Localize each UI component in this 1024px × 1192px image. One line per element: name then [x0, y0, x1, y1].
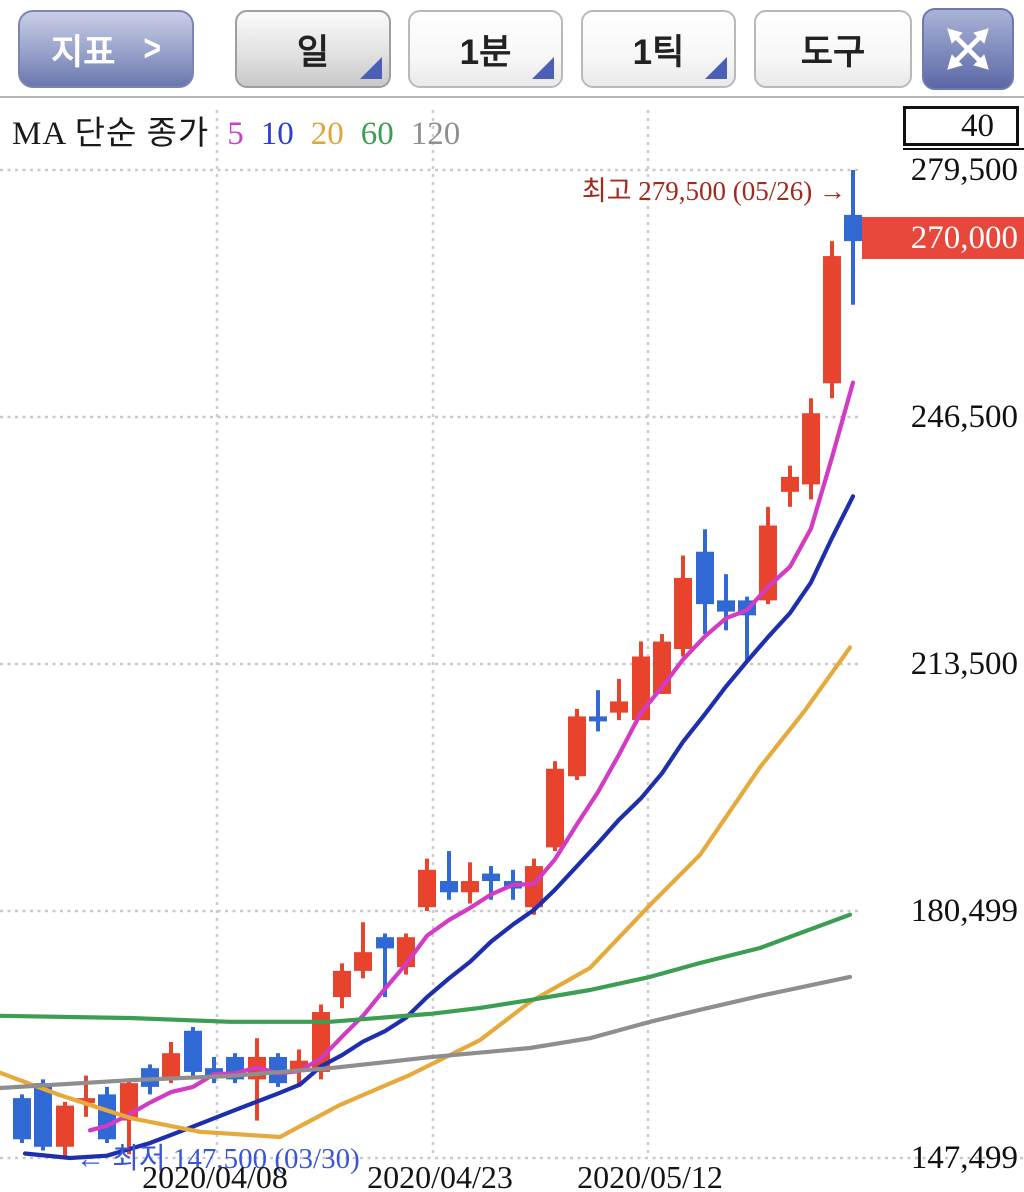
- candle-body: [781, 476, 799, 492]
- period-button-label: 1틱: [632, 32, 685, 72]
- date-label: 2020/04/23: [367, 1159, 513, 1192]
- candle-body: [461, 881, 479, 893]
- date-label: 2020/05/12: [577, 1159, 723, 1192]
- chart-area: MA 단순 종가 5 10 20 60 120 40 최고 279,500 (05/26…: [0, 98, 1024, 1192]
- ma-period-120: 120: [410, 116, 461, 152]
- expand-arrows-icon: [947, 28, 989, 70]
- ma-period-20: 20: [310, 116, 344, 152]
- annotation-low: ← 최저 147,500 (03/30): [76, 1143, 360, 1175]
- candle-body: [184, 1030, 202, 1072]
- indicator-button-label: 지표: [51, 32, 116, 72]
- candle-body: [674, 577, 692, 650]
- candle-body: [802, 413, 820, 485]
- indicator-button[interactable]: 지표 >: [18, 10, 194, 88]
- price-label: 213,500: [910, 645, 1018, 682]
- candle-body: [205, 1068, 223, 1076]
- candle-body: [56, 1105, 74, 1147]
- candle-body: [312, 1012, 330, 1072]
- candle-body: [269, 1056, 287, 1084]
- candle-body: [610, 701, 628, 713]
- price-label: 180,499: [910, 893, 1018, 929]
- date-label: 2020/04/08: [142, 1159, 288, 1192]
- candle-body: [823, 256, 841, 384]
- price-label: 279,500: [910, 152, 1018, 188]
- candle-body: [162, 1053, 180, 1080]
- candle-body: [440, 881, 458, 893]
- period-button-label: 도구: [800, 32, 866, 72]
- ma-line-ma5: [87, 380, 856, 1133]
- period-button-1tick[interactable]: 1틱: [581, 10, 736, 88]
- candle-body: [482, 873, 500, 882]
- period-button-tools[interactable]: 도구: [754, 10, 912, 88]
- bar-count-box[interactable]: 40: [903, 106, 1019, 146]
- candle-body: [333, 970, 351, 998]
- expand-button[interactable]: [922, 8, 1014, 90]
- period-button-1min[interactable]: 1분: [408, 10, 563, 88]
- ma-period-5: 5: [227, 116, 244, 152]
- period-button-daily[interactable]: 일: [235, 10, 391, 88]
- dropdown-triangle-icon: [360, 57, 382, 79]
- ma-line-ma120: [0, 974, 853, 1091]
- toolbar: 지표 > 일 1분 1틱 도구: [0, 0, 1024, 96]
- candle-body: [717, 600, 735, 612]
- ma-legend-periods: 5 10 20 60 120: [227, 116, 477, 153]
- dropdown-triangle-icon: [705, 57, 727, 79]
- candle-body: [354, 952, 372, 971]
- ma-line-ma60: [0, 912, 853, 1024]
- dropdown-triangle-icon: [532, 57, 554, 79]
- ma-line-ma10: [22, 494, 856, 1161]
- chevron-right-icon: >: [143, 27, 161, 69]
- ma-period-60: 60: [360, 116, 394, 152]
- period-button-label: 1분: [459, 32, 512, 72]
- candle-body: [589, 716, 607, 722]
- price-scale-divider: [903, 148, 1024, 150]
- price-label: 147,499: [910, 1140, 1018, 1176]
- candle-body: [844, 214, 862, 242]
- candle-body: [546, 768, 564, 848]
- ma-line-ma20: [0, 645, 853, 1140]
- ma-legend-label: MA 단순 종가: [12, 116, 210, 152]
- ma-legend: MA 단순 종가 5 10 20 60 120: [12, 106, 477, 154]
- toolbar-divider: [0, 96, 1024, 98]
- current-price-badge: 270,000: [862, 217, 1024, 259]
- candle-body: [98, 1094, 116, 1140]
- candle-body: [77, 1098, 95, 1104]
- annotation-high: 최고 279,500 (05/26) →: [581, 176, 846, 206]
- candle-body: [568, 716, 586, 777]
- candle-body: [696, 551, 714, 605]
- candle-body: [34, 1083, 52, 1147]
- period-button-label: 일: [296, 32, 330, 72]
- candle-body: [13, 1098, 31, 1140]
- candle-body: [418, 869, 436, 908]
- candle-body: [376, 937, 394, 949]
- price-label: 246,500: [910, 398, 1018, 435]
- candle-body: [290, 1060, 308, 1072]
- ma-period-10: 10: [260, 116, 294, 152]
